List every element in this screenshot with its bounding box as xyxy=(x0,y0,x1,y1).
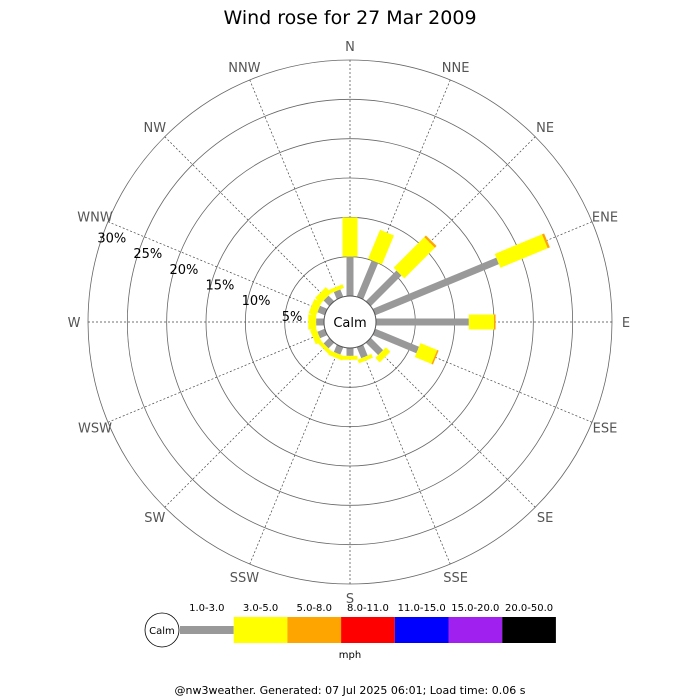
bar-SW-bin-1.0-3.0 xyxy=(323,337,335,349)
bar-NW-bin-3.0-5.0 xyxy=(315,287,332,304)
bar-WSW-bin-3.0-5.0 xyxy=(310,328,322,345)
bar-NNE-bin-3.0-5.0 xyxy=(368,229,394,265)
legend-swatch-8.0-11.0 xyxy=(341,617,395,643)
bar-ESE-bin-5.0-8.0 xyxy=(431,350,439,365)
bar-NE-bin-1.0-3.0 xyxy=(365,270,402,307)
ring-label-20%: 20% xyxy=(169,263,198,278)
direction-label-NNE: NNE xyxy=(442,61,470,76)
legend-label-8.0-11.0: 8.0-11.0 xyxy=(347,603,389,614)
legend-calm-circle xyxy=(144,612,180,648)
bar-NW-bin-1.0-3.0 xyxy=(323,295,335,307)
legend-label-15.0-20.0: 15.0-20.0 xyxy=(451,603,499,614)
bar-NNE-bin-1.0-3.0 xyxy=(356,260,379,300)
direction-label-ESE: ESE xyxy=(593,422,618,437)
bar-SSE-bin-3.0-5.0 xyxy=(357,354,373,364)
legend-label-20.0-50.0: 20.0-50.0 xyxy=(505,603,553,614)
direction-label-WNW: WNW xyxy=(77,210,113,225)
legend-label-3.0-5.0: 3.0-5.0 xyxy=(243,603,278,614)
legend-label-5.0-8.0: 5.0-8.0 xyxy=(297,603,332,614)
ring-label-25%: 25% xyxy=(133,247,162,262)
ring-label-5%: 5% xyxy=(282,310,303,325)
direction-label-N: N xyxy=(345,40,355,55)
direction-label-SW: SW xyxy=(144,511,165,526)
bar-ESE-bin-3.0-5.0 xyxy=(414,343,438,364)
ring-label-15%: 15% xyxy=(206,278,235,293)
bar-NNW-bin-3.0-5.0 xyxy=(328,284,344,294)
legend-swatch-5.0-8.0 xyxy=(287,617,342,643)
bar-ENE-bin-1.0-3.0 xyxy=(372,257,499,316)
direction-label-ENE: ENE xyxy=(592,210,618,225)
ring-25% xyxy=(126,98,574,546)
ring-label-10%: 10% xyxy=(242,294,271,309)
direction-labels: N NNE NE ENE E ESE SE SSE S SSW SW WSW W WNW NW NNW xyxy=(68,40,631,607)
bar-ESE-bin-1.0-3.0 xyxy=(372,328,419,354)
legend: Calm 1.0-3.0 3.0-5.0 5.0-8.0 8.0-11.0 11.0-15… xyxy=(144,603,556,661)
bar-SSW-bin-3.0-5.0 xyxy=(328,350,344,361)
calm-disc xyxy=(323,295,377,349)
bar-WSW-bin-1.0-3.0 xyxy=(317,328,328,339)
direction-label-SE: SE xyxy=(537,511,553,526)
ring-label-30%: 30% xyxy=(97,231,126,246)
direction-label-WSW: WSW xyxy=(78,422,112,437)
bar-SSW-bin-1.0-3.0 xyxy=(333,344,344,355)
calm-circle: Calm xyxy=(323,295,377,349)
bar-SE-bin-3.0-5.0 xyxy=(375,347,391,363)
wind-bars xyxy=(308,217,550,365)
bar-NE-bin-3.0-5.0 xyxy=(393,237,435,279)
legend-calm-label: Calm xyxy=(149,626,175,637)
ring-labels: 5% 10% 15% 20% 25% 30% xyxy=(97,231,302,325)
bar-SE-bin-1.0-3.0 xyxy=(365,337,384,356)
bar-SW-bin-3.0-5.0 xyxy=(317,340,332,355)
legend-unit-label: mph xyxy=(339,650,361,661)
legend-swatch-3.0-5.0 xyxy=(233,617,288,643)
legend-label-1.0-3.0: 1.0-3.0 xyxy=(189,603,224,614)
direction-label-W: W xyxy=(68,316,81,331)
direction-label-NNW: NNW xyxy=(228,61,260,76)
legend-swatch-1.0-3.0 xyxy=(180,626,234,634)
calm-label: Calm xyxy=(333,316,366,331)
bar-WNW-bin-3.0-5.0 xyxy=(308,299,322,316)
bar-ENE-bin-3.0-5.0 xyxy=(494,234,548,268)
legend-swatch-11.0-15.0 xyxy=(394,617,449,643)
direction-label-E: E xyxy=(622,316,630,331)
legend-swatch-15.0-20.0 xyxy=(448,617,503,643)
direction-label-NE: NE xyxy=(536,121,554,136)
direction-label-S: S xyxy=(346,592,354,607)
direction-label-SSE: SSE xyxy=(443,571,468,586)
ring-20% xyxy=(166,138,534,506)
chart-title: Wind rose for 27 Mar 2009 xyxy=(223,7,476,29)
footer-text: @nw3weather. Generated: 07 Jul 2025 06:0… xyxy=(175,684,526,697)
direction-label-SSW: SSW xyxy=(230,571,260,586)
bar-NE-bin-5.0-8.0 xyxy=(424,235,437,248)
bar-SSE-bin-1.0-3.0 xyxy=(356,344,368,359)
direction-label-NW: NW xyxy=(144,121,167,136)
bar-ENE-bin-5.0-8.0 xyxy=(541,233,550,249)
legend-swatch-20.0-50.0 xyxy=(502,617,556,643)
bar-WNW-bin-1.0-3.0 xyxy=(317,305,328,316)
legend-label-11.0-15.0: 11.0-15.0 xyxy=(398,603,446,614)
bar-NNW-bin-1.0-3.0 xyxy=(333,289,344,300)
